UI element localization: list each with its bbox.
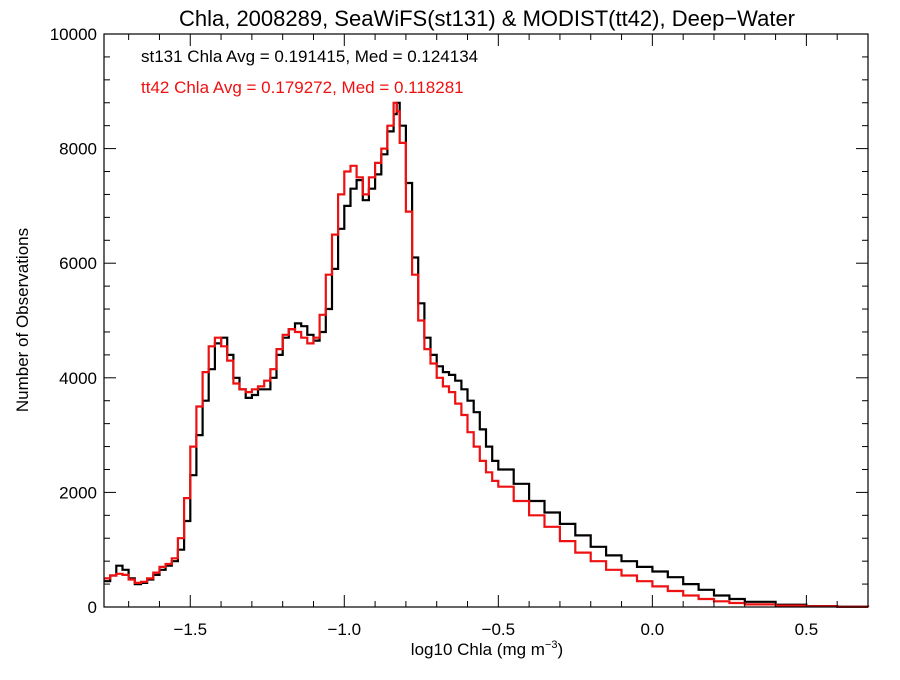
- x-tick-label: −1.0: [328, 620, 362, 639]
- y-tick-label: 10000: [50, 25, 97, 44]
- plot-area: −1.5 −1.0 −0.5 0.0 0.5 0 2000 4000 6000 8000 10000: [50, 25, 870, 639]
- y-tick-label: 6000: [59, 254, 97, 273]
- y-tick-label: 2000: [59, 483, 97, 502]
- y-tick-label: 8000: [59, 140, 97, 159]
- y-tick-label: 4000: [59, 369, 97, 388]
- x-tick-label: 0.0: [641, 620, 665, 639]
- y-axis-label: Number of Observations: [13, 228, 32, 412]
- x-tick-label: 0.5: [795, 620, 819, 639]
- x-axis-label: log10 Chla (mg m−3): [411, 639, 563, 659]
- st131-stats-annotation: st131 Chla Avg = 0.191415, Med = 0.12413…: [141, 47, 478, 66]
- y-tick-label: 0: [88, 598, 97, 617]
- x-tick-label: −0.5: [482, 620, 516, 639]
- x-axis-label-superscript: −3: [545, 639, 558, 651]
- x-axis-label-close: ): [558, 640, 564, 659]
- axes-frame: [103, 33, 869, 608]
- series-line-0: [104, 101, 870, 608]
- chart-title: Chla, 2008289, SeaWiFS(st131) & MODIST(t…: [179, 6, 795, 31]
- x-tick-label: −1.5: [173, 620, 207, 639]
- tt42-stats-annotation: tt42 Chla Avg = 0.179272, Med = 0.118281: [141, 78, 464, 97]
- x-axis-label-main: log10 Chla (mg m: [411, 640, 545, 659]
- series-line-1: [104, 101, 870, 608]
